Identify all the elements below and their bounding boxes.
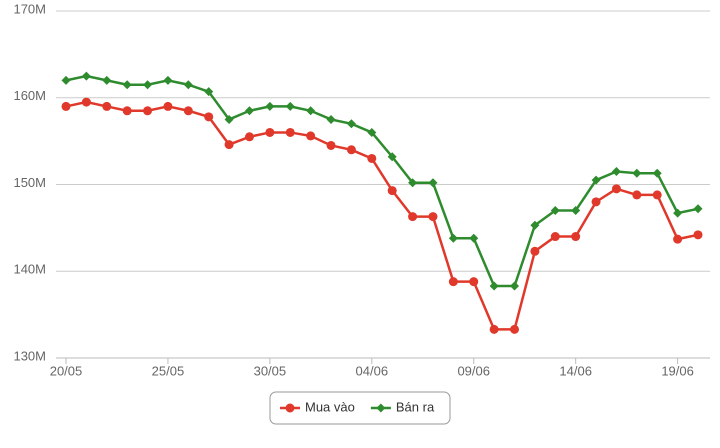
point — [122, 106, 132, 116]
point — [530, 246, 540, 256]
point — [81, 71, 91, 81]
legend-box — [269, 391, 451, 425]
point — [448, 277, 458, 287]
point — [346, 145, 356, 155]
point — [122, 80, 132, 90]
point — [652, 190, 662, 200]
point — [632, 190, 642, 200]
point — [591, 197, 601, 207]
y-tick-label: 140M — [13, 262, 46, 277]
point — [163, 101, 173, 111]
x-tick-label: 19/06 — [661, 363, 694, 378]
point — [143, 106, 153, 116]
point — [428, 212, 438, 222]
point — [204, 112, 214, 122]
point — [550, 232, 560, 242]
point — [163, 75, 173, 85]
point — [489, 324, 499, 334]
point — [693, 230, 703, 240]
legend-marker — [285, 403, 295, 413]
point — [387, 186, 397, 196]
point — [387, 152, 397, 162]
point — [285, 127, 295, 137]
legend-label: Mua vào — [305, 399, 355, 414]
point — [408, 212, 418, 222]
point — [102, 75, 112, 85]
point — [510, 281, 520, 291]
point — [224, 140, 234, 150]
point — [673, 234, 683, 244]
point — [102, 101, 112, 111]
point — [265, 127, 275, 137]
point — [143, 80, 153, 90]
y-tick-label: 130M — [13, 348, 46, 363]
point — [265, 101, 275, 111]
point — [448, 233, 458, 243]
point — [408, 178, 418, 188]
y-tick-label: 170M — [13, 1, 46, 16]
x-tick-label: 25/05 — [152, 363, 185, 378]
point — [489, 281, 499, 291]
point — [285, 101, 295, 111]
y-tick-label: 160M — [13, 88, 46, 103]
point — [326, 114, 336, 124]
point — [632, 168, 642, 178]
point — [61, 75, 71, 85]
x-tick-label: 14/06 — [559, 363, 592, 378]
x-tick-label: 30/05 — [254, 363, 287, 378]
point — [183, 80, 193, 90]
point — [611, 166, 621, 176]
point — [693, 204, 703, 214]
point — [306, 131, 316, 141]
point — [326, 140, 336, 150]
point — [550, 206, 560, 216]
point — [204, 87, 214, 97]
point — [673, 208, 683, 218]
point — [510, 324, 520, 334]
x-tick-label: 04/06 — [356, 363, 389, 378]
series-line — [65, 100, 699, 331]
point — [306, 106, 316, 116]
point — [428, 178, 438, 188]
point — [571, 232, 581, 242]
x-tick-label: 20/05 — [50, 363, 83, 378]
point — [224, 114, 234, 124]
point — [591, 175, 601, 185]
point — [244, 132, 254, 142]
point — [367, 127, 377, 137]
point — [469, 277, 479, 287]
point — [652, 168, 662, 178]
point — [469, 233, 479, 243]
legend-marker — [376, 403, 386, 413]
point — [183, 106, 193, 116]
point — [346, 119, 356, 129]
point — [367, 153, 377, 163]
x-tick-label: 09/06 — [457, 363, 490, 378]
point — [571, 206, 581, 216]
legend-label: Bán ra — [396, 399, 435, 414]
point — [61, 101, 71, 111]
point — [611, 184, 621, 194]
point — [244, 106, 254, 116]
y-tick-label: 150M — [13, 175, 46, 190]
point — [530, 220, 540, 230]
point — [81, 97, 91, 107]
